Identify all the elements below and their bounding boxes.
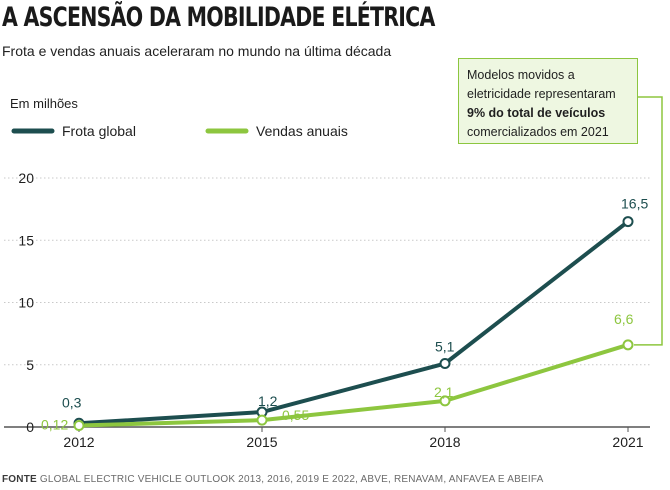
- source-note: FONTE GLOBAL ELECTRIC VEHICLE OUTLOOK 20…: [2, 474, 543, 485]
- callout-connector: [634, 96, 663, 346]
- data-labels: 0,3 1,2 5,1 16,5 0,12 0,55 2,1 6,6: [41, 196, 648, 433]
- y-tick-label: 15: [18, 232, 34, 248]
- data-label-sales: 0,55: [282, 407, 309, 423]
- y-tick-label: 5: [26, 357, 34, 373]
- source-text: GLOBAL ELECTRIC VEHICLE OUTLOOK 2013, 20…: [39, 474, 544, 485]
- data-label-fleet: 0,3: [62, 394, 82, 410]
- y-tick-label: 20: [18, 170, 34, 186]
- callout-line-4: comercializados em 2021: [467, 125, 609, 139]
- gridlines: [4, 177, 650, 428]
- x-tick-label: 2021: [612, 434, 643, 450]
- callout-line-2: eletricidade representaram: [467, 87, 616, 101]
- source-label: FONTE: [2, 474, 37, 485]
- point-sales: [73, 420, 85, 432]
- series-line-sales: [77, 342, 630, 428]
- data-label-sales: 2,1: [434, 384, 454, 400]
- callout-box: Modelos movidos a eletricidade represent…: [458, 58, 638, 144]
- data-label-fleet: 16,5: [621, 196, 648, 212]
- x-tick-label: 2018: [429, 434, 460, 450]
- data-label-fleet: 5,1: [435, 339, 455, 355]
- chart-title: A ASCENSÃO DA MOBILIDADE ELÉTRICA: [2, 2, 435, 33]
- legend-label-sales: Vendas anuais: [256, 123, 348, 139]
- point-sales: [439, 395, 451, 407]
- x-tick-label: 2015: [246, 434, 277, 450]
- data-label-fleet: 1,2: [258, 393, 278, 409]
- legend: Frota global Vendas anuais: [11, 123, 348, 139]
- x-axis-ticks: 2012 2015 2018 2021: [63, 427, 644, 450]
- series-lines: [77, 219, 630, 428]
- point-sales: [622, 339, 634, 351]
- data-label-sales: 6,6: [614, 311, 634, 327]
- point-fleet: [439, 358, 451, 370]
- y-axis-ticks: 0 5 10 15 20: [18, 170, 34, 435]
- series-line-fleet: [77, 219, 630, 426]
- callout-highlight: 9% do total de veículos: [467, 106, 606, 120]
- y-axis-unit-label: Em milhões: [10, 96, 78, 111]
- y-tick-label: 10: [18, 295, 34, 311]
- point-sales: [256, 414, 268, 426]
- callout-line-1: Modelos movidos a: [467, 68, 575, 82]
- data-label-sales: 0,12: [41, 417, 68, 433]
- x-tick-label: 2012: [63, 434, 94, 450]
- chart-subtitle: Frota e vendas anuais aceleraram no mund…: [2, 43, 392, 59]
- point-fleet: [622, 216, 634, 228]
- y-tick-label: 0: [26, 419, 34, 435]
- legend-label-fleet: Frota global: [62, 123, 136, 139]
- data-points: [73, 216, 634, 432]
